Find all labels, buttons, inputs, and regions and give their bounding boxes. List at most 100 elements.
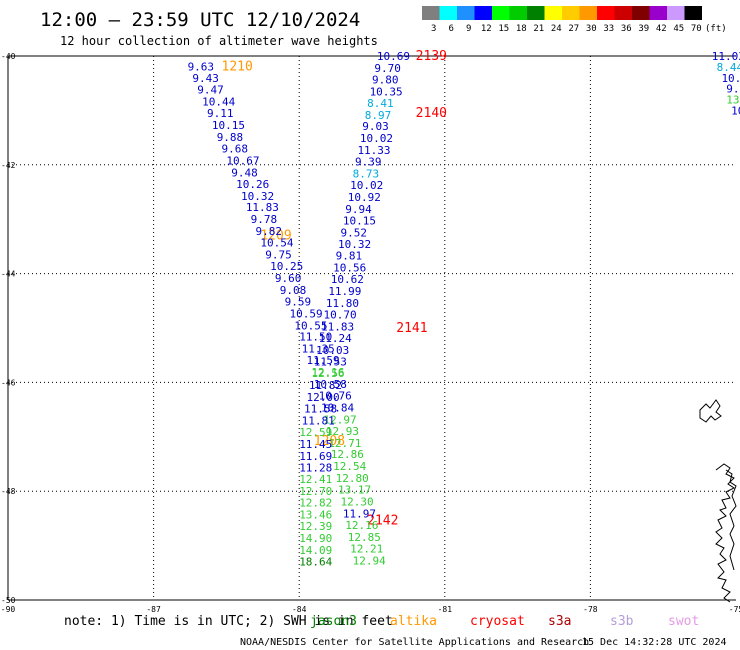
- swh-value: 10.02: [360, 132, 393, 145]
- track-label: 2142: [367, 514, 398, 529]
- swh-value: 10.15: [343, 214, 376, 227]
- grid-lines: [8, 56, 736, 600]
- track-label: 1208: [314, 434, 345, 449]
- swh-value: 10.76: [319, 389, 352, 402]
- swh-value: 9.03: [362, 120, 389, 133]
- swh-value: 11.35: [302, 343, 335, 356]
- swh-value: 11.83: [321, 320, 354, 333]
- swh-value: 9.78: [251, 213, 278, 226]
- swh-value: 9.70: [374, 62, 401, 75]
- satellite-name: s3b: [610, 614, 634, 629]
- swh-value: 8.97: [365, 109, 392, 122]
- legend-swatch: [562, 6, 580, 20]
- legend-swatch: [544, 6, 562, 20]
- y-tick-label: -50: [1, 596, 16, 605]
- swh-value: 9.63: [188, 60, 215, 73]
- swh-value: 13.46: [299, 509, 332, 522]
- swh-value: 9.81: [336, 250, 363, 263]
- swh-value: 12.80: [336, 472, 369, 485]
- swh-value: 10.1: [721, 72, 740, 85]
- swh-value: 10.59: [289, 307, 322, 320]
- legend-unit: (ft): [705, 24, 727, 34]
- swh-value: 10.69: [377, 50, 410, 63]
- legend-swatch: [439, 6, 457, 20]
- swh-value: 12.85: [348, 531, 381, 544]
- legend-label: 36: [621, 24, 632, 34]
- swh-value: 10.54: [260, 237, 293, 250]
- x-tick-label: -81: [438, 605, 453, 614]
- swh-value: 10.35: [370, 85, 403, 98]
- swh-value: 8.44: [717, 61, 740, 74]
- y-tick-label: -44: [1, 270, 16, 279]
- legend-label: 18: [516, 24, 527, 34]
- satellite-legend: jason3 altika cryosat s3a s3b swot: [310, 614, 699, 629]
- track-label: 1210: [222, 59, 253, 74]
- swh-value: 10.32: [241, 190, 274, 203]
- chart-subtitle: 12 hour collection of altimeter wave hei…: [60, 34, 378, 48]
- swh-value: 11.80: [326, 297, 359, 310]
- swh-value: 12.71: [328, 437, 361, 450]
- legend-label: 45: [673, 24, 684, 34]
- x-tick-label: -90: [1, 605, 16, 614]
- swh-value: 10.15: [212, 119, 245, 132]
- swh-value: 9.94: [345, 203, 372, 216]
- swh-value: 12.39: [299, 520, 332, 533]
- swh-value: 9.80: [372, 73, 399, 86]
- swh-value: 10.02: [350, 179, 383, 192]
- legend-label: 70: [691, 24, 702, 34]
- chart-title: 12:00 – 23:59 UTC 12/10/2024: [40, 9, 360, 31]
- y-tick-label: -46: [1, 378, 16, 387]
- satellite-name: swot: [668, 614, 699, 629]
- swh-value: 8.73: [353, 168, 380, 181]
- swh-value: 12.30: [340, 496, 373, 509]
- legend-swatch: [597, 6, 615, 20]
- swh-value: 11.81: [302, 414, 335, 427]
- legend-swatch: [474, 6, 492, 20]
- swh-value: 9.52: [340, 226, 367, 239]
- legend-label: 27: [568, 24, 579, 34]
- swh-value: 9.59: [285, 295, 312, 308]
- tick-labels: -90 -87 -84 -81 -78 -75 -40 -42 -44 -46 -48 -50: [1, 52, 740, 614]
- x-tick-label: -84: [292, 605, 307, 614]
- swh-value: 9.60: [275, 272, 302, 285]
- swh-value: 10.44: [202, 96, 235, 109]
- swh-value: 9.47: [197, 84, 224, 97]
- swh-value: 12.82: [299, 497, 332, 510]
- swh-value: 12.94: [353, 554, 386, 567]
- x-tick-label: -87: [146, 605, 161, 614]
- swh-value: 13.: [726, 94, 740, 107]
- swh-value: 9.39: [355, 156, 382, 169]
- swh-value: 10.62: [331, 273, 364, 286]
- swh-value: 9.43: [192, 72, 219, 85]
- swh-value: 11.99: [328, 285, 361, 298]
- swh-value: 12.56: [311, 367, 344, 380]
- swh-value: 10.32: [338, 238, 371, 251]
- swh-value: 9.75: [265, 249, 292, 262]
- y-tick-label: -40: [1, 52, 16, 61]
- swh-value: 9.11: [207, 107, 234, 120]
- swh-value: 12.16: [345, 519, 378, 532]
- swh-value: 9.48: [231, 166, 258, 179]
- swh-value: 8.41: [367, 97, 394, 110]
- legend-label: 33: [603, 24, 614, 34]
- swh-value: 11.83: [246, 201, 279, 214]
- swh-value: 14.90: [299, 532, 332, 545]
- legend-swatch: [527, 6, 545, 20]
- swh-value: 11.03: [712, 50, 740, 63]
- swh-value: 11.53: [314, 356, 347, 369]
- coastline-chile: [699, 399, 737, 603]
- swh-value: 11.59: [306, 354, 339, 367]
- swh-value: 13.17: [338, 484, 371, 497]
- satellite-name: s3a: [548, 614, 571, 629]
- track-label: 2140: [416, 106, 447, 121]
- swh-value: 11.24: [319, 332, 352, 345]
- swh-value: 10.56: [333, 262, 366, 275]
- legend-swatch: [684, 6, 702, 20]
- swh-value: 9.68: [222, 142, 249, 155]
- swh-value: 9.88: [217, 131, 244, 144]
- y-tick-label: -48: [1, 487, 16, 496]
- track-label: 1209: [260, 229, 291, 244]
- x-tick-label: -75: [729, 605, 740, 614]
